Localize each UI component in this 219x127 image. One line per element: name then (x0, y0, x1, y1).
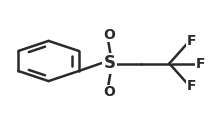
Text: O: O (104, 85, 115, 99)
Text: F: F (186, 34, 196, 48)
Text: F: F (186, 79, 196, 93)
Text: S: S (104, 54, 115, 73)
Text: O: O (104, 28, 115, 42)
Text: F: F (196, 57, 206, 70)
